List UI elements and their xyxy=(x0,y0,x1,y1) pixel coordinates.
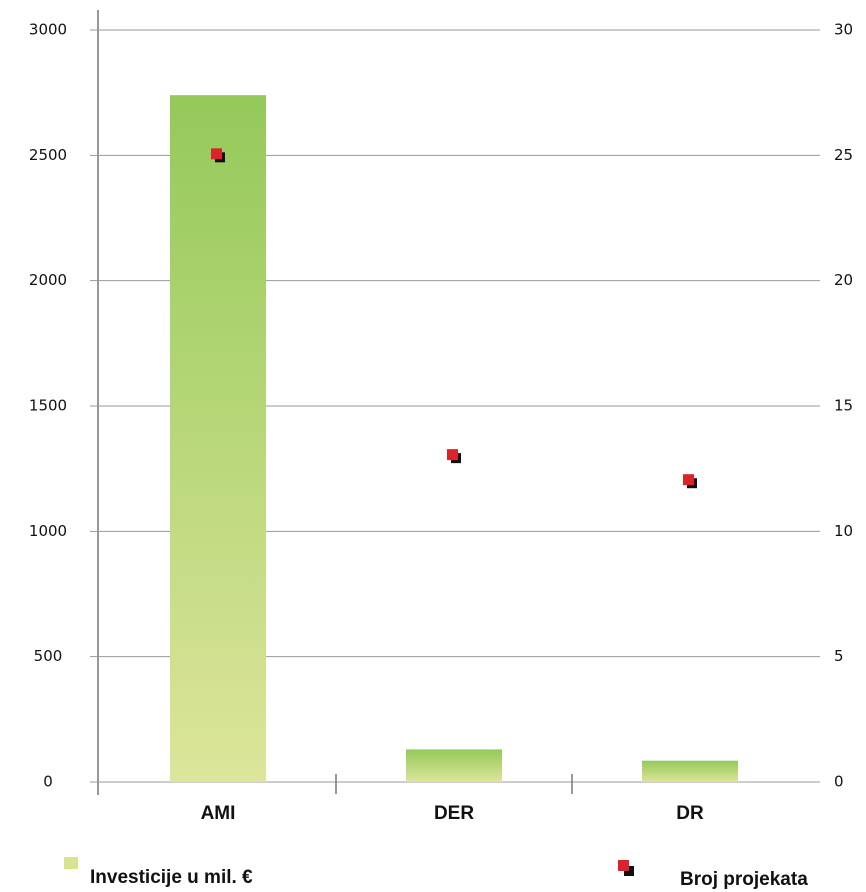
y2-tick-label: 25 xyxy=(834,146,853,164)
y2-tick-label: 10 xyxy=(834,522,853,540)
y2-tick-label: 15 xyxy=(834,397,853,415)
marker xyxy=(211,148,222,160)
legend-swatch xyxy=(64,857,78,869)
y-tick-label: 0 xyxy=(43,773,53,791)
marker xyxy=(683,474,694,486)
y2-tick-label: 0 xyxy=(834,773,844,791)
legend-label: Broj projekata xyxy=(680,869,808,890)
y-tick-label: 2000 xyxy=(29,271,67,289)
bar xyxy=(642,760,738,782)
x-tick-label: AMI xyxy=(201,803,236,824)
y2-tick-label: 20 xyxy=(834,271,853,289)
y2-tick-label: 30 xyxy=(834,21,853,39)
legend-label: Investicije u mil. € xyxy=(90,867,253,888)
x-tick-label: DER xyxy=(434,803,474,824)
bar xyxy=(406,749,502,782)
y2-tick-label: 5 xyxy=(834,647,844,665)
legend-swatch xyxy=(618,860,629,871)
y-tick-label: 2500 xyxy=(29,146,67,164)
y-tick-label: 500 xyxy=(34,647,63,665)
y-tick-label: 3000 xyxy=(29,21,67,39)
y-tick-label: 1000 xyxy=(29,522,67,540)
y-tick-label: 1500 xyxy=(29,397,67,415)
marker xyxy=(447,449,458,461)
x-tick-label: DR xyxy=(676,803,704,824)
bar xyxy=(170,95,266,782)
